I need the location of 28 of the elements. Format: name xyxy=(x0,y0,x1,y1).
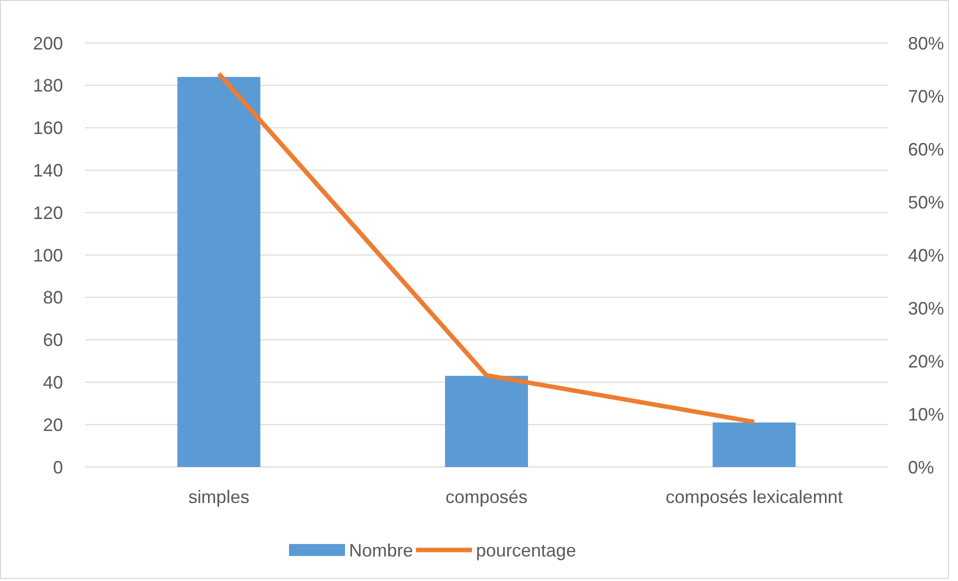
y2-tick-label: 50% xyxy=(908,192,944,212)
legend-label: pourcentage xyxy=(476,540,576,560)
y-tick-label: 40 xyxy=(42,372,63,392)
x-tick-label: composés xyxy=(445,487,528,507)
bar xyxy=(445,376,528,467)
y2-tick-label: 40% xyxy=(908,245,944,266)
y2-tick-label: 30% xyxy=(908,298,944,318)
x-tick-label: composés lexicalemnt xyxy=(666,487,843,507)
y-tick-label: 180 xyxy=(32,76,63,96)
x-tick-label: simples xyxy=(188,487,250,507)
y2-tick-label: 10% xyxy=(908,404,944,424)
y-tick-label: 0 xyxy=(52,457,63,478)
bar xyxy=(712,422,796,467)
y-tick-label: 20 xyxy=(42,414,63,435)
legend-label: Nombre xyxy=(349,540,414,560)
y2-tick-label: 80% xyxy=(908,33,944,54)
y-tick-label: 120 xyxy=(32,202,63,223)
y-tick-label: 160 xyxy=(32,118,63,138)
y2-tick-label: 0% xyxy=(908,457,934,478)
y-tick-label: 140 xyxy=(32,160,63,180)
y-tick-label: 80 xyxy=(42,288,63,308)
y-tick-label: 200 xyxy=(32,33,63,54)
y2-tick-label: 20% xyxy=(908,351,944,372)
y-tick-label: 60 xyxy=(42,330,63,350)
y2-tick-label: 70% xyxy=(908,86,944,106)
bar xyxy=(177,76,260,467)
y2-tick-label: 60% xyxy=(908,139,944,160)
y-tick-label: 100 xyxy=(32,245,63,266)
